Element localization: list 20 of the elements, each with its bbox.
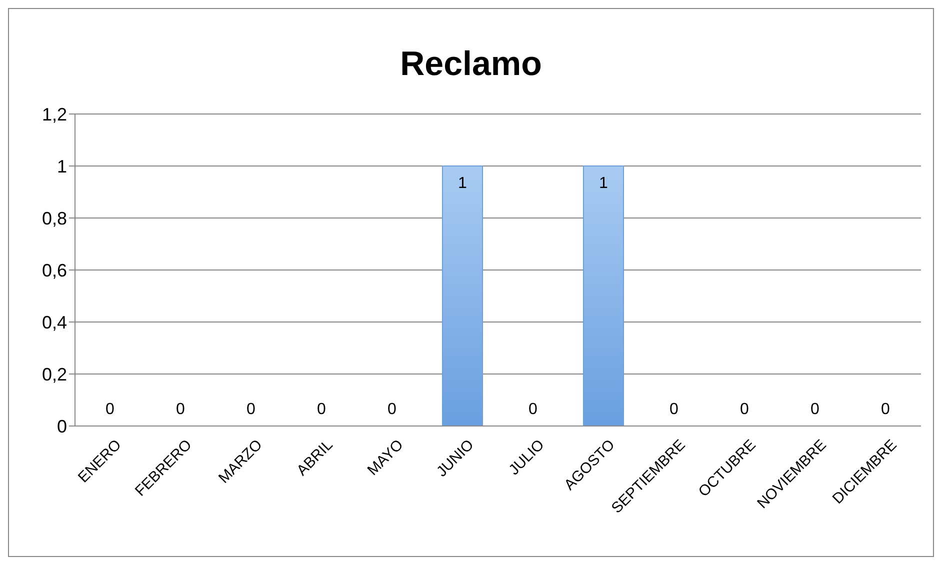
data-label: 0 [881,401,890,418]
y-tick-label: 0,4 [42,312,67,332]
y-tick-label: 0,2 [42,364,67,384]
y-tick-label: 0,6 [42,260,67,280]
chart-title: Reclamo [399,45,543,84]
data-label: 1 [599,175,608,192]
data-label: 0 [810,401,820,418]
data-label: 0 [388,401,397,418]
y-tick-label: 1,2 [42,104,67,124]
data-label: 0 [317,401,326,418]
y-tick-label: 0,8 [42,208,67,228]
data-label: 0 [740,401,750,418]
data-label: 1 [458,175,468,192]
data-label: 0 [176,401,186,418]
y-tick-label: 0 [56,416,67,436]
y-tick-label: 1 [56,156,67,176]
data-label: 0 [246,401,256,418]
data-label: 0 [528,401,538,418]
data-label: 0 [670,401,679,418]
data-label: 0 [106,401,115,418]
